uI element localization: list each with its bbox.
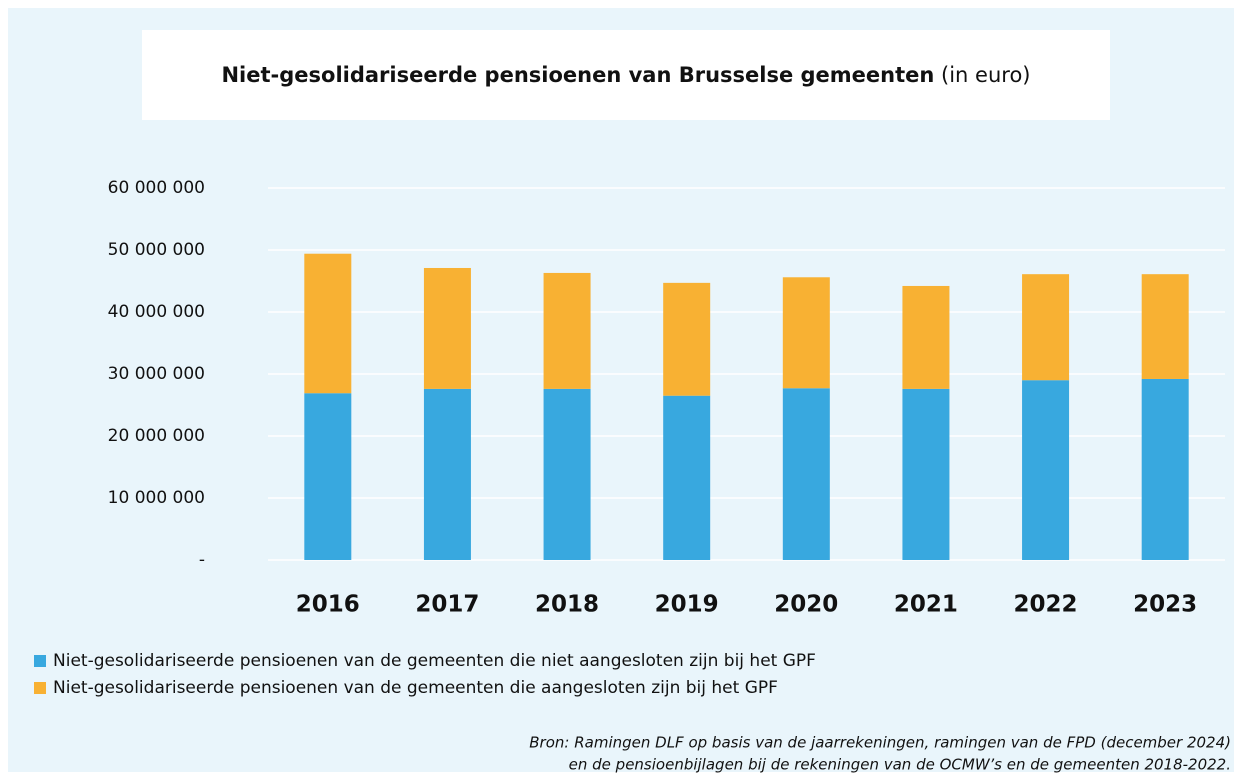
- bar-segment: [304, 253, 352, 394]
- legend-label: Niet-gesolidariseerde pensioenen van de …: [53, 678, 778, 698]
- x-tick-label: 2021: [894, 592, 958, 618]
- bar-segment: [1022, 380, 1070, 560]
- bar-segment: [423, 267, 471, 389]
- bar-segment: [423, 388, 471, 560]
- bar-segment: [304, 393, 352, 560]
- bar-segment: [782, 388, 830, 560]
- x-tick-label: 2017: [415, 592, 479, 618]
- title-main: Niet-gesolidariseerde pensioenen van Bru…: [221, 63, 934, 87]
- x-tick-label: 2018: [535, 592, 599, 618]
- bar-segment: [543, 272, 591, 389]
- y-tick-label: 50 000 000: [108, 240, 205, 260]
- y-tick-label: 30 000 000: [108, 364, 205, 384]
- x-tick-label: 2019: [655, 592, 719, 618]
- x-tick-label: 2020: [774, 592, 838, 618]
- legend-swatch: [34, 682, 46, 694]
- legend-swatch: [34, 655, 46, 667]
- bar-segment: [782, 277, 830, 389]
- y-tick-label: 60 000 000: [108, 178, 205, 198]
- title-unit: (in euro): [941, 63, 1030, 87]
- x-tick-label: 2022: [1014, 592, 1078, 618]
- bar-segment: [663, 282, 711, 396]
- source-note: Bron: Ramingen DLF op basis van de jaarr…: [529, 734, 1231, 752]
- y-tick-label: -: [199, 550, 205, 570]
- bar-segment: [902, 285, 950, 389]
- bar-segment: [902, 388, 950, 560]
- y-tick-label: 40 000 000: [108, 302, 205, 322]
- legend-label: Niet-gesolidariseerde pensioenen van de …: [53, 651, 816, 671]
- bar-segment: [663, 395, 711, 560]
- chart-title: Niet-gesolidariseerde pensioenen van Bru…: [221, 63, 1030, 87]
- bar-segment: [1141, 274, 1189, 379]
- x-tick-label: 2023: [1133, 592, 1197, 618]
- x-tick-label: 2016: [296, 592, 360, 618]
- title-box: [142, 30, 1110, 120]
- y-tick-label: 20 000 000: [108, 426, 205, 446]
- y-tick-label: 10 000 000: [108, 488, 205, 508]
- source-note: en de pensioenbijlagen bij de rekeningen…: [569, 756, 1231, 774]
- bar-segment: [1141, 378, 1189, 560]
- bar-segment: [1022, 274, 1070, 381]
- bar-segment: [543, 388, 591, 560]
